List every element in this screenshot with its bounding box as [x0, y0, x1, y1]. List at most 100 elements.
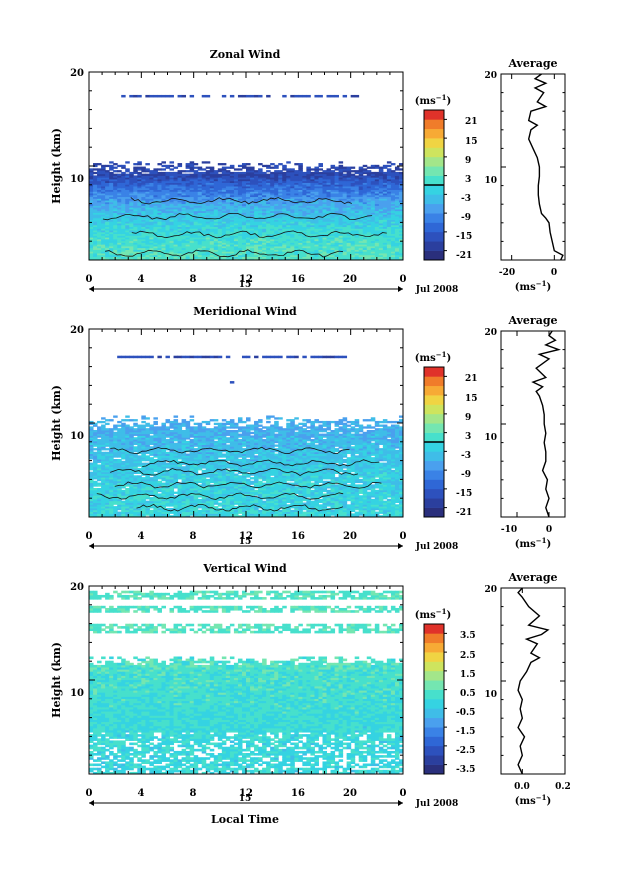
heatmap-cell: [270, 221, 275, 224]
heatmap-cell: [266, 228, 271, 231]
heatmap-cell: [149, 506, 154, 509]
heatmap-cell: [221, 515, 227, 518]
heatmap-cell: [237, 210, 243, 213]
heatmap-cell: [229, 240, 235, 243]
heatmap-cell: [113, 224, 118, 228]
heatmap-cell: [262, 506, 267, 509]
heatmap-cell: [302, 203, 307, 206]
heatmap-cell: [105, 515, 110, 518]
heatmap-cell: [278, 171, 283, 175]
heatmap-cell: [354, 254, 360, 257]
heatmap-cell: [113, 506, 118, 509]
heatmap-cell: [109, 193, 114, 196]
heatmap-cell: [217, 198, 223, 201]
heatmap-cell: [302, 198, 307, 201]
heatmap-cell: [306, 247, 311, 250]
heatmap-cell: [286, 185, 291, 189]
heatmap-cell: [322, 254, 328, 257]
heatmap-cell: [330, 185, 336, 189]
heatmap-cell: [378, 506, 384, 509]
heatmap-cell: [209, 205, 215, 208]
heatmap-cell: [338, 235, 344, 238]
heatmap-cell: [105, 222, 110, 226]
heatmap-cell: [181, 219, 187, 222]
heatmap-cell: [121, 178, 126, 182]
heatmap-cell: [254, 230, 259, 233]
heatmap-cell: [274, 219, 279, 222]
heatmap-cell: [217, 182, 223, 185]
heatmap-cell: [258, 207, 263, 210]
heatmap-cell: [290, 193, 295, 196]
heatmap-cell: [97, 205, 102, 208]
heatmap-cell: [314, 247, 319, 250]
heatmap-cell: [101, 240, 106, 243]
heatmap-cell: [282, 235, 287, 238]
heatmap-cell: [358, 258, 364, 261]
heatmap-cell: [338, 509, 344, 513]
heatmap-cell: [185, 182, 191, 185]
heatmap-cell: [221, 500, 227, 503]
heatmap-cell: [254, 240, 259, 243]
heatmap-cell: [109, 198, 114, 201]
heatmap-cell: [278, 175, 283, 178]
heatmap-cell: [258, 515, 263, 518]
heatmap-cell: [250, 166, 255, 169]
heatmap-cell: [322, 504, 328, 507]
heatmap-cell: [97, 185, 102, 189]
heatmap-cell: [370, 171, 376, 175]
heatmap-cell: [185, 170, 191, 173]
heatmap-cell: [294, 210, 299, 213]
heatmap-cell: [93, 515, 98, 518]
heatmap-cell: [378, 244, 384, 247]
heatmap-cell: [117, 203, 122, 206]
heatmap-cell: [121, 180, 126, 183]
heatmap-cell: [161, 500, 166, 503]
heatmap-cell: [161, 168, 166, 171]
heatmap-cell: [145, 237, 150, 240]
heatmap-cell: [266, 164, 271, 168]
heatmap-cell: [254, 184, 259, 187]
heatmap-cell: [109, 212, 114, 215]
heatmap-cell: [205, 228, 211, 231]
heatmap-cell: [254, 237, 259, 240]
heatmap-cell: [290, 210, 295, 213]
heatmap-cell: [282, 247, 287, 250]
heatmap-cell: [334, 187, 340, 190]
heatmap-cell: [125, 258, 130, 261]
heatmap-cell: [125, 509, 130, 513]
heatmap-cell: [354, 244, 360, 247]
heatmap-cell: [370, 184, 376, 187]
heatmap-cell: [237, 500, 243, 503]
heatmap-cell: [314, 185, 319, 189]
heatmap-cell: [177, 187, 183, 190]
heatmap-cell: [129, 198, 134, 201]
heatmap-cell: [322, 252, 328, 256]
heatmap-cell: [306, 193, 311, 196]
heatmap-cell: [177, 235, 183, 238]
heatmap-cell: [250, 244, 255, 247]
heatmap-cell: [181, 245, 187, 249]
heatmap-cell: [141, 252, 146, 256]
heatmap-cell: [314, 175, 319, 178]
heatmap-cell: [314, 228, 319, 231]
heatmap-cell: [213, 222, 219, 226]
heatmap-cell: [93, 212, 98, 215]
heatmap-cell: [165, 189, 171, 192]
heatmap-cell: [193, 247, 199, 250]
heatmap-cell: [282, 228, 287, 231]
heatmap-cell: [205, 244, 211, 247]
heatmap-cell: [165, 240, 171, 243]
heatmap-cell: [338, 500, 344, 503]
heatmap-cell: [334, 203, 340, 206]
heatmap-cell: [254, 217, 259, 220]
heatmap-cell: [101, 242, 106, 245]
heatmap-cell: [390, 175, 396, 178]
heatmap-cell: [386, 189, 392, 192]
heatmap-cell: [378, 166, 384, 169]
heatmap-cell: [165, 233, 171, 236]
heatmap-cell: [274, 178, 279, 182]
heatmap-cell: [193, 187, 199, 190]
heatmap-cell: [382, 513, 388, 516]
heatmap-cell: [209, 171, 215, 175]
heatmap-cell: [382, 185, 388, 189]
